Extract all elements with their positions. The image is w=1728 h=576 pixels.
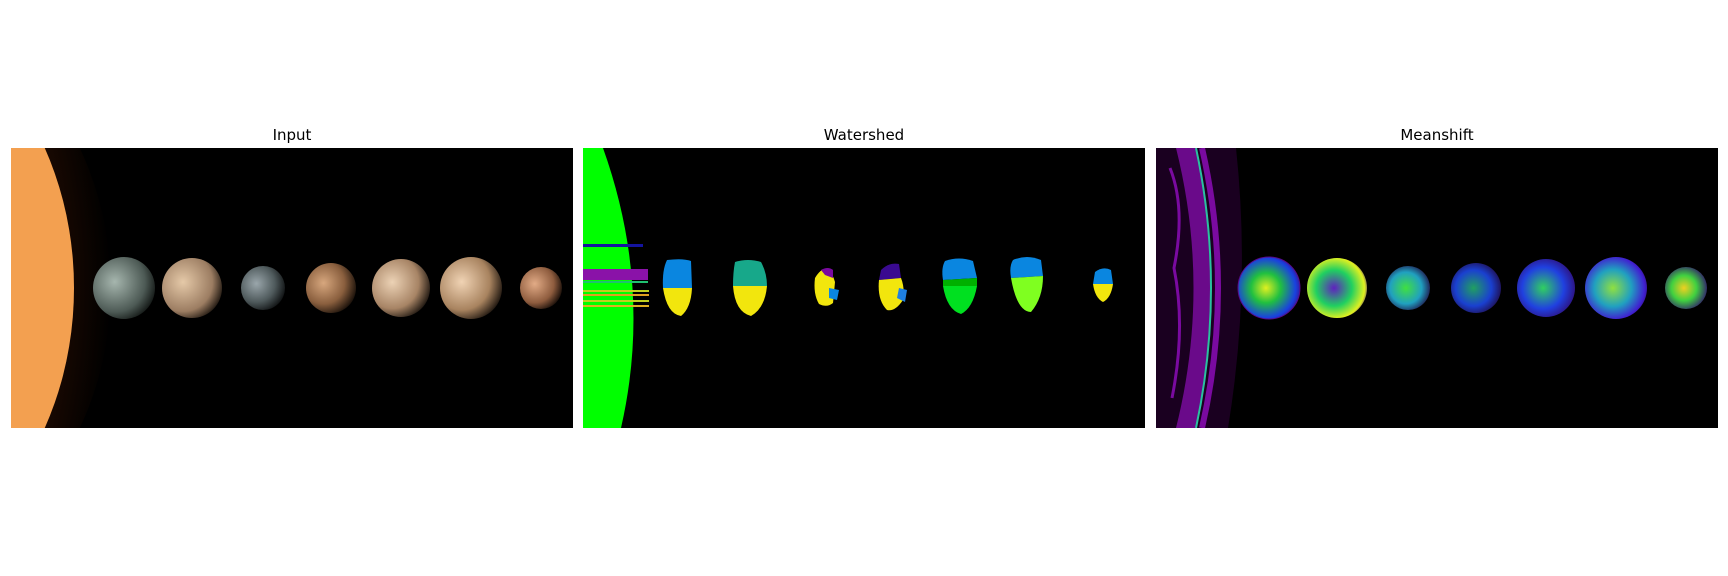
panel-title-watershed: Watershed — [823, 126, 905, 144]
planet-segment — [1585, 257, 1647, 319]
panel-title-meanshift: Meanshift — [1400, 126, 1474, 144]
input-image — [11, 148, 573, 428]
planet-segment — [1451, 263, 1501, 313]
planet-segment — [1386, 266, 1430, 310]
panel-title-input: Input — [272, 126, 312, 144]
meanshift-image — [1156, 148, 1718, 428]
planet-segment — [1238, 257, 1300, 319]
planet — [93, 257, 155, 319]
planet — [306, 263, 356, 313]
planet — [440, 257, 502, 319]
planet-segment — [1665, 267, 1707, 309]
planet — [520, 267, 562, 309]
planet — [372, 259, 430, 317]
watershed-image — [583, 148, 1145, 428]
planet-segment — [1307, 258, 1367, 318]
planet — [162, 258, 222, 318]
planet — [241, 266, 285, 310]
planet-segment — [1517, 259, 1575, 317]
